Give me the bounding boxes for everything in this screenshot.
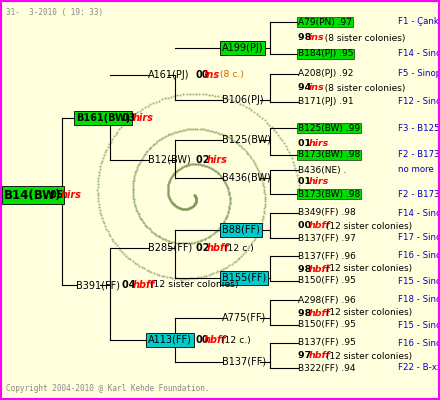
Text: (12 c.): (12 c.) xyxy=(218,336,251,344)
Text: hbff: hbff xyxy=(308,222,330,230)
Text: F16 - Sinop62R: F16 - Sinop62R xyxy=(398,252,440,260)
Text: A775(FF): A775(FF) xyxy=(222,313,266,323)
Text: F22 - B-xxx43: F22 - B-xxx43 xyxy=(398,364,440,372)
Text: A199(PJ): A199(PJ) xyxy=(222,43,264,53)
Text: B173(BW) .98: B173(BW) .98 xyxy=(298,190,360,198)
Text: B125(BW) .99: B125(BW) .99 xyxy=(298,124,360,132)
Text: A113(FF): A113(FF) xyxy=(148,335,192,345)
Text: B137(FF) .95: B137(FF) .95 xyxy=(298,338,356,348)
Text: hirs: hirs xyxy=(308,138,329,148)
Text: B14(BW): B14(BW) xyxy=(4,188,62,202)
Text: B322(FF) .94: B322(FF) .94 xyxy=(298,364,356,372)
Text: ins: ins xyxy=(203,70,220,80)
Text: 02: 02 xyxy=(196,243,213,253)
Text: 01: 01 xyxy=(298,138,314,148)
Text: hirs: hirs xyxy=(133,113,154,123)
Text: B285(FF): B285(FF) xyxy=(148,243,192,253)
Text: F14 - Sinop72R: F14 - Sinop72R xyxy=(398,208,440,218)
Text: B137(FF): B137(FF) xyxy=(222,357,266,367)
Text: B137(FF) .96: B137(FF) .96 xyxy=(298,252,356,260)
Text: B155(FF): B155(FF) xyxy=(222,273,266,283)
Text: 00: 00 xyxy=(196,335,209,345)
Text: B106(PJ): B106(PJ) xyxy=(222,95,264,105)
Text: B150(FF) .95: B150(FF) .95 xyxy=(298,276,356,286)
Text: F3 - B125(BW): F3 - B125(BW) xyxy=(398,124,440,132)
Text: B173(BW) .98: B173(BW) .98 xyxy=(298,150,360,160)
Text: 94: 94 xyxy=(298,84,315,92)
Text: F2 - B173(BW): F2 - B173(BW) xyxy=(398,190,440,198)
Text: B137(FF) .97: B137(FF) .97 xyxy=(298,234,356,242)
Text: Copyright 2004-2010 @ Karl Kehde Foundation.: Copyright 2004-2010 @ Karl Kehde Foundat… xyxy=(6,384,209,393)
Text: hbff: hbff xyxy=(308,264,330,274)
Text: B436(BW): B436(BW) xyxy=(222,173,271,183)
Text: F15 - Sinop62R: F15 - Sinop62R xyxy=(398,276,440,286)
Text: A79(PN) .97: A79(PN) .97 xyxy=(298,18,352,26)
Text: B12(BW): B12(BW) xyxy=(148,155,191,165)
Text: (12 c.): (12 c.) xyxy=(221,244,254,252)
Text: 03: 03 xyxy=(122,113,139,123)
Text: 02: 02 xyxy=(196,155,213,165)
Text: F2 - B173(BW): F2 - B173(BW) xyxy=(398,150,440,160)
Text: (8 sister colonies): (8 sister colonies) xyxy=(319,34,406,42)
Text: B184(PJ) .95: B184(PJ) .95 xyxy=(298,50,353,58)
Text: hbff: hbff xyxy=(308,352,330,360)
Text: A298(FF) .96: A298(FF) .96 xyxy=(298,296,356,304)
Text: hbff: hbff xyxy=(133,280,155,290)
Text: (12 sister colonies): (12 sister colonies) xyxy=(323,308,412,318)
Text: (12 sister colonies): (12 sister colonies) xyxy=(323,352,412,360)
Text: no more: no more xyxy=(398,166,434,174)
Text: (12 sister colonies): (12 sister colonies) xyxy=(147,280,239,290)
Text: F12 - Sinop62R: F12 - Sinop62R xyxy=(398,98,440,106)
Text: B125(BW): B125(BW) xyxy=(222,135,271,145)
Text: hirs: hirs xyxy=(207,155,228,165)
Text: hirs: hirs xyxy=(61,190,82,200)
Text: B88(FF): B88(FF) xyxy=(222,225,260,235)
Text: 01: 01 xyxy=(298,178,314,186)
Text: (12 sister colonies): (12 sister colonies) xyxy=(323,264,412,274)
Text: B171(PJ) .91: B171(PJ) .91 xyxy=(298,98,354,106)
Text: B391(FF): B391(FF) xyxy=(76,280,120,290)
Text: 31-  3-2010 ( 19: 33): 31- 3-2010 ( 19: 33) xyxy=(6,8,103,17)
Text: 05: 05 xyxy=(50,190,67,200)
Text: hirs: hirs xyxy=(308,178,329,186)
Text: (12 sister colonies): (12 sister colonies) xyxy=(323,222,412,230)
Text: hbff: hbff xyxy=(203,335,226,345)
Text: 00: 00 xyxy=(298,222,314,230)
Text: F17 - Sinop62R: F17 - Sinop62R xyxy=(398,234,440,242)
Text: hbff: hbff xyxy=(308,308,330,318)
Text: B349(FF) .98: B349(FF) .98 xyxy=(298,208,356,218)
Text: 98: 98 xyxy=(298,264,315,274)
Text: 98: 98 xyxy=(298,34,315,42)
Text: F16 - Sinop62R: F16 - Sinop62R xyxy=(398,338,440,348)
Text: F18 - Sinop62R: F18 - Sinop62R xyxy=(398,296,440,304)
Text: 04: 04 xyxy=(122,280,139,290)
Text: (8 c.): (8 c.) xyxy=(214,70,244,80)
Text: 97: 97 xyxy=(298,352,315,360)
Text: F15 - Sinop62R: F15 - Sinop62R xyxy=(398,320,440,330)
Text: B436(NE) .: B436(NE) . xyxy=(298,166,346,174)
Text: ins: ins xyxy=(308,34,324,42)
Text: (8 sister colonies): (8 sister colonies) xyxy=(319,84,406,92)
Text: A208(PJ) .92: A208(PJ) .92 xyxy=(298,70,353,78)
Text: B150(FF) .95: B150(FF) .95 xyxy=(298,320,356,330)
Text: hbff: hbff xyxy=(207,243,229,253)
Text: 00: 00 xyxy=(196,70,209,80)
Text: F5 - SinopEgg86R: F5 - SinopEgg86R xyxy=(398,70,440,78)
Text: A161(PJ): A161(PJ) xyxy=(148,70,190,80)
Text: F1 - Çankiri97R: F1 - Çankiri97R xyxy=(398,18,440,26)
Text: B161(BW): B161(BW) xyxy=(76,113,130,123)
Text: 98: 98 xyxy=(298,308,315,318)
Text: F14 - Sinop62R: F14 - Sinop62R xyxy=(398,50,440,58)
Text: ins: ins xyxy=(308,84,324,92)
